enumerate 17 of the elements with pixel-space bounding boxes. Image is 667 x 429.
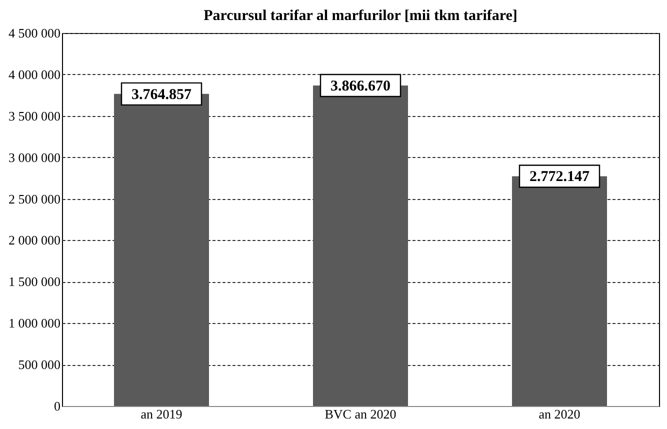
x-tick-label: an 2019 <box>140 406 182 422</box>
y-tick-label: 1 500 000 <box>8 274 60 290</box>
y-tick-label: 1 000 000 <box>8 316 60 331</box>
y-tick-label: 3 500 000 <box>8 108 60 124</box>
chart-title: Parcursul tarifar al marfurilor [mii tkm tarifare] <box>204 8 518 24</box>
y-tick-label: 0 <box>54 398 60 414</box>
y-tick-label: 2 500 000 <box>8 191 60 206</box>
y-tick-label: 500 000 <box>18 357 60 372</box>
y-tick-label: 3 000 000 <box>8 150 60 165</box>
data-label: 3.764.857 <box>132 86 192 103</box>
y-tick-label: 2 000 000 <box>8 232 60 248</box>
x-tick-label: an 2020 <box>538 406 580 422</box>
y-tick-label: 4 000 000 <box>8 66 60 82</box>
data-label: 2.772.147 <box>530 169 590 186</box>
y-tick-label: 4 500 000 <box>8 26 60 40</box>
x-tick-label: BVC an 2020 <box>324 406 396 422</box>
data-label: 3.866.670 <box>330 78 390 94</box>
